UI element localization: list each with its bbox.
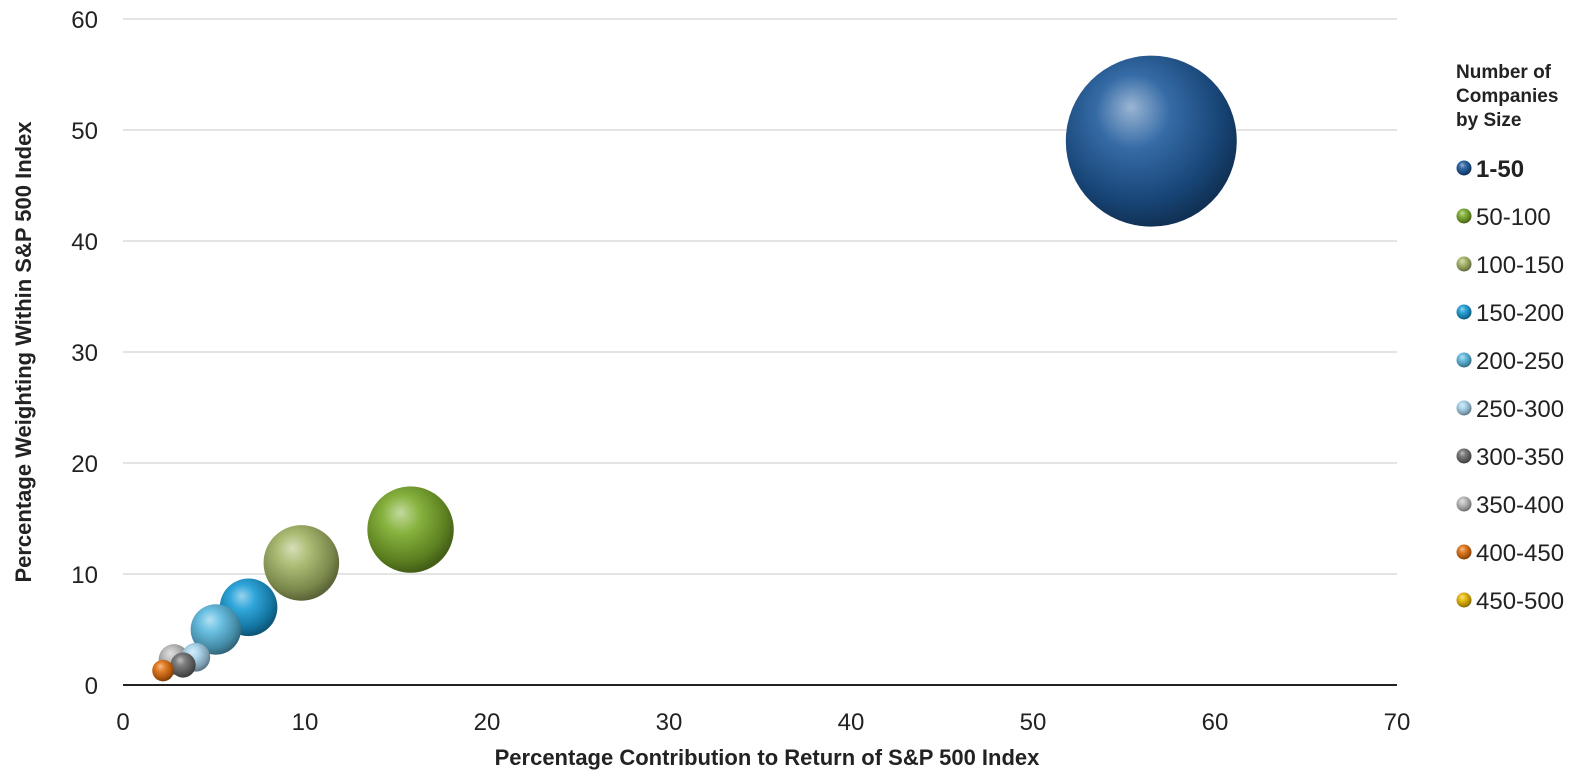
y-tick-label: 0 [85, 673, 98, 700]
x-tick-label: 70 [1384, 709, 1411, 736]
y-tick-label: 40 [71, 229, 98, 256]
legend-marker [1456, 160, 1472, 176]
y-tick-label: 10 [71, 562, 98, 589]
y-tick-label: 50 [71, 118, 98, 145]
axes: 0 10 20 30 40 50 60 0 10 20 30 40 50 60 70 [71, 7, 1410, 736]
y-tick-label: 30 [71, 340, 98, 367]
legend-title-line: Number of [1456, 62, 1552, 83]
bubble-50-100 [367, 486, 454, 573]
legend-label: 100-150 [1476, 252, 1564, 279]
legend-marker [1456, 304, 1472, 320]
legend-label: 350-400 [1476, 492, 1564, 519]
legend-label: 1-50 [1476, 156, 1524, 183]
legend-label: 450-500 [1476, 588, 1564, 615]
legend-label: 150-200 [1476, 300, 1564, 327]
legend-marker [1456, 352, 1472, 368]
x-tick-label: 30 [656, 709, 683, 736]
y-tick-label: 60 [71, 7, 98, 34]
legend-label: 50-100 [1476, 204, 1551, 231]
bubble-1-50 [1065, 55, 1237, 227]
x-tick-label: 20 [474, 709, 501, 736]
x-tick-label: 0 [116, 709, 129, 736]
legend-marker [1456, 496, 1472, 512]
legend-marker [1456, 400, 1472, 416]
legend-marker [1456, 592, 1472, 608]
x-tick-label: 50 [1020, 709, 1047, 736]
legend-marker [1456, 448, 1472, 464]
x-axis-title: Percentage Contribution to Return of S&P… [495, 745, 1041, 770]
x-tick-label: 10 [292, 709, 319, 736]
bubble-400-450 [152, 659, 174, 682]
legend-marker [1456, 544, 1472, 560]
bubble-100-150 [263, 525, 340, 601]
bubble-300-350 [170, 652, 196, 678]
legend-label: 200-250 [1476, 348, 1564, 375]
x-tick-label: 60 [1202, 709, 1229, 736]
legend: Number of Companies by Size 1-50 50-100 100-1… [1456, 62, 1564, 615]
bubbles [152, 55, 1237, 682]
legend-title-line: by Size [1456, 110, 1521, 131]
legend-marker [1456, 208, 1472, 224]
legend-label: 250-300 [1476, 396, 1564, 423]
grid-lines [123, 18, 1397, 575]
legend-marker [1456, 256, 1472, 272]
legend-title-line: Companies [1456, 86, 1558, 107]
y-tick-label: 20 [71, 451, 98, 478]
legend-label: 400-450 [1476, 540, 1564, 567]
x-tick-label: 40 [838, 709, 865, 736]
bubble-200-250 [190, 604, 242, 655]
y-axis-title: Percentage Weighting Within S&P 500 Inde… [11, 121, 36, 583]
legend-label: 300-350 [1476, 444, 1564, 471]
